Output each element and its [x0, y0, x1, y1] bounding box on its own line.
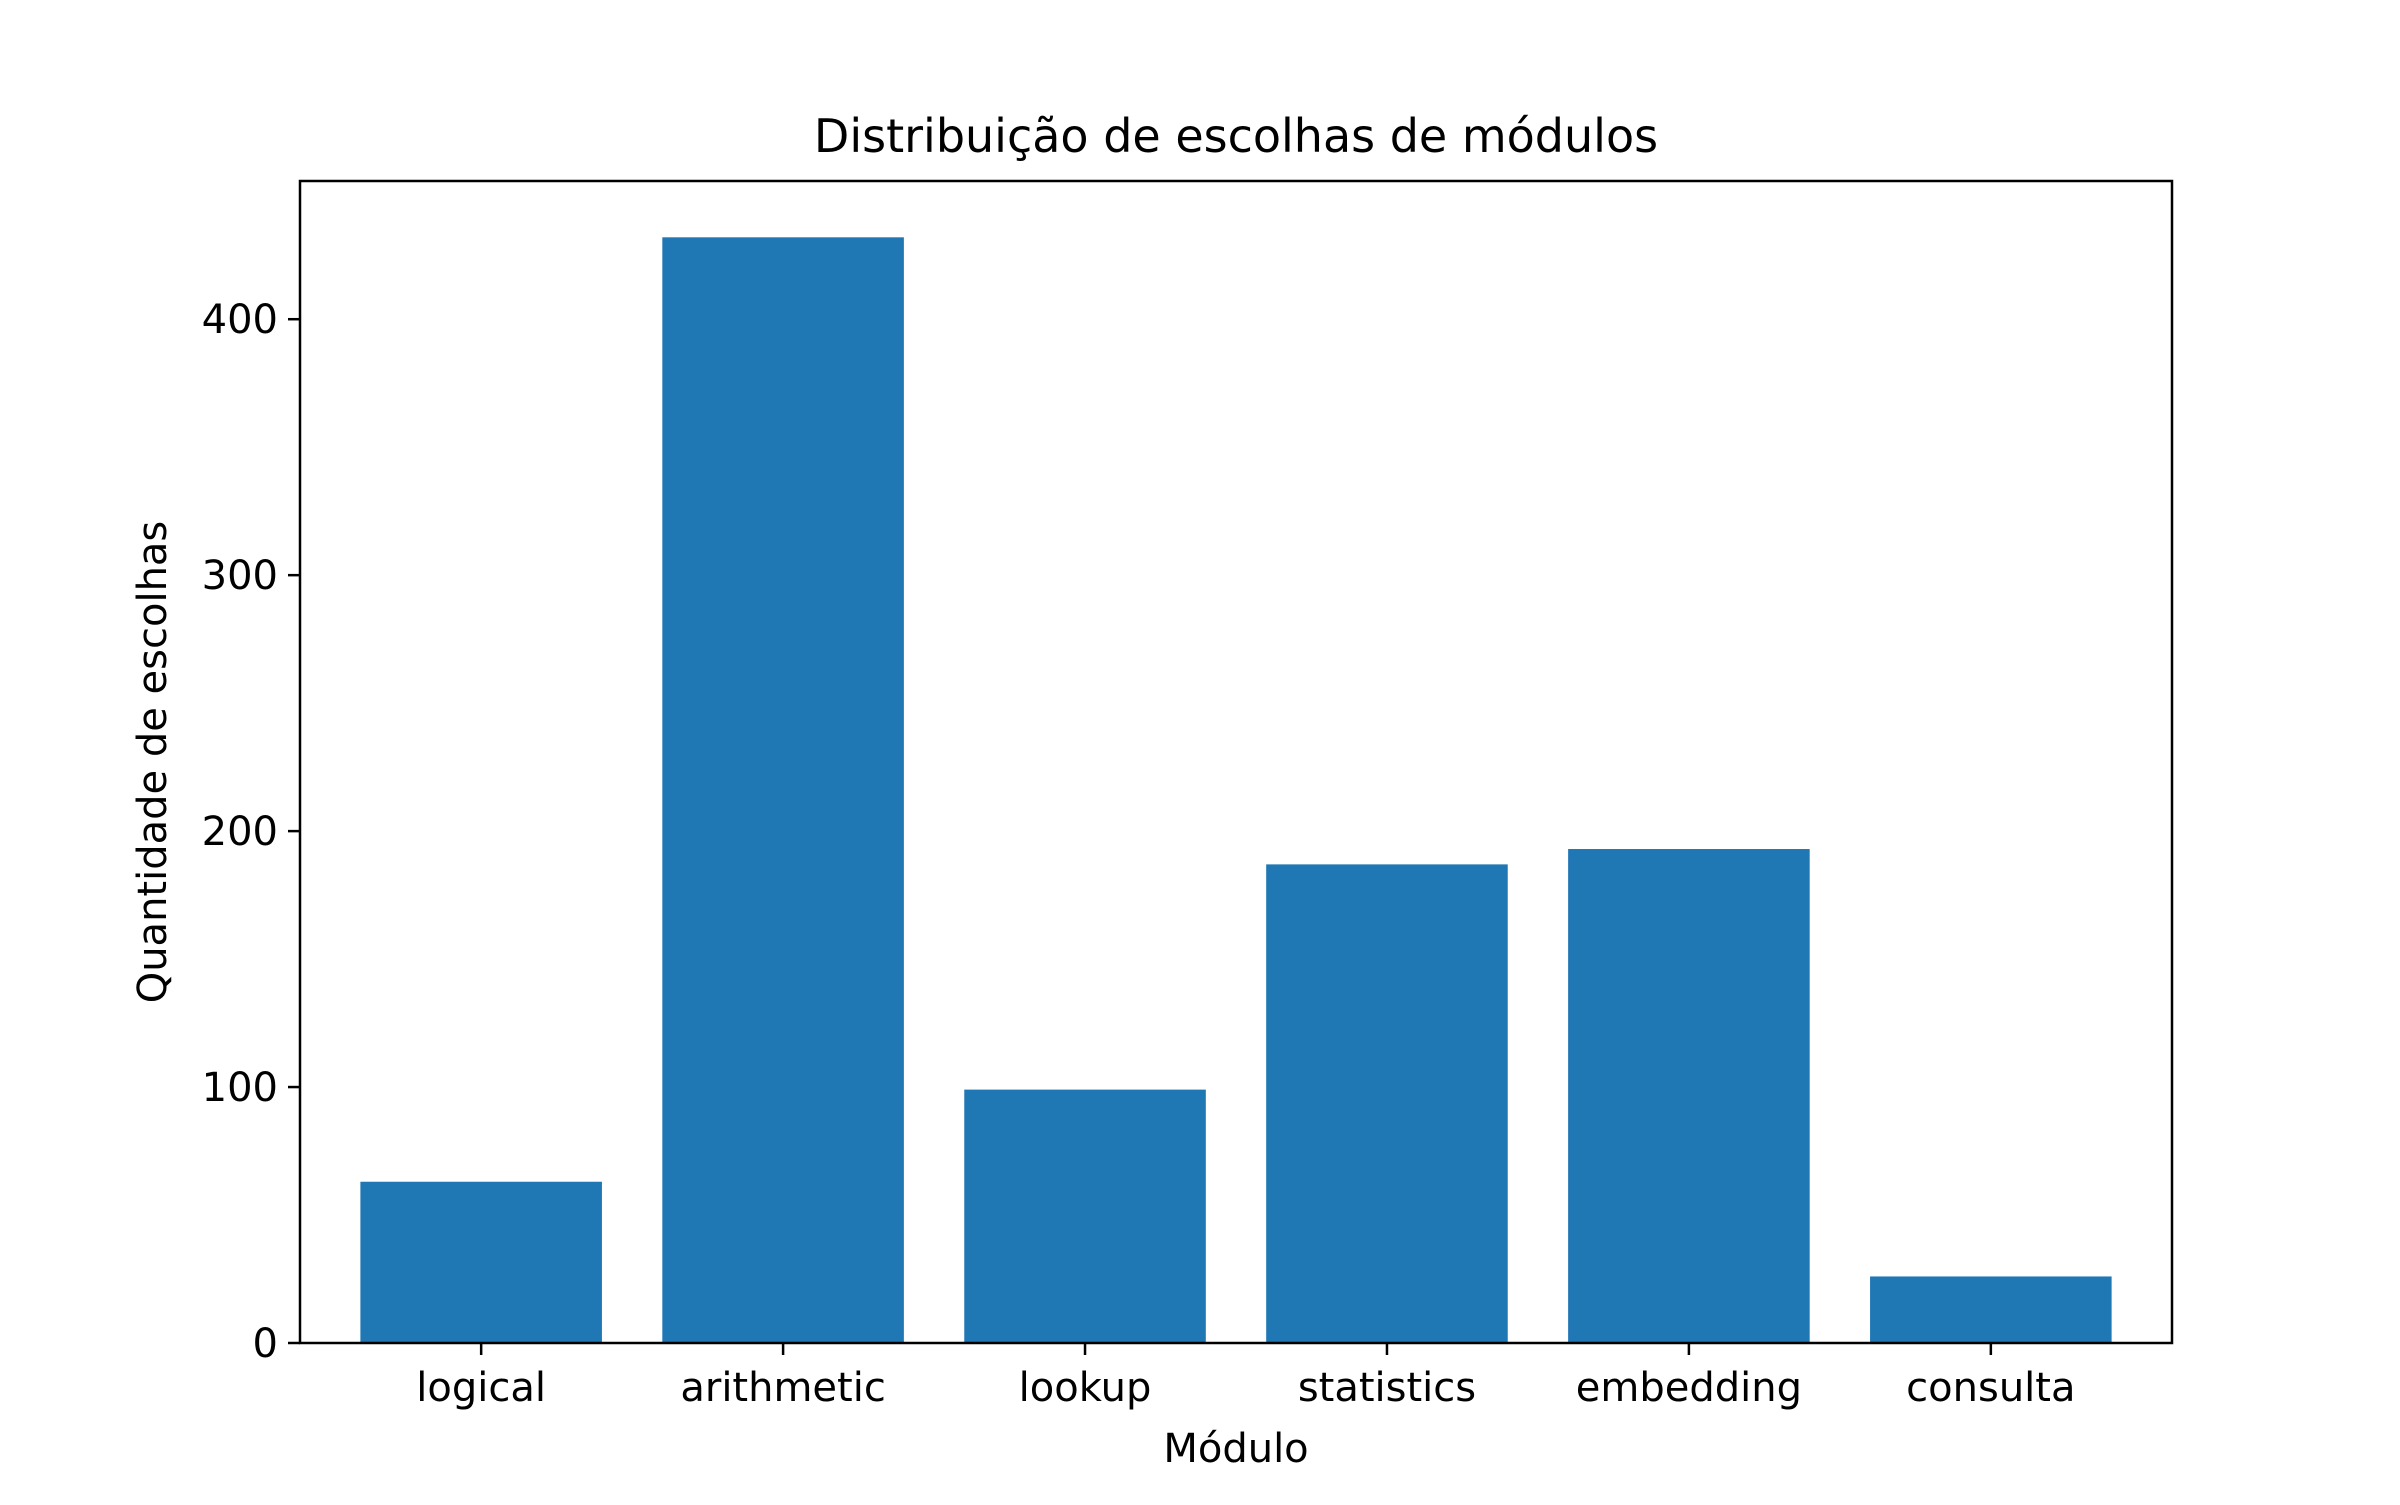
plot-frame [298, 179, 2174, 1345]
x-tick-label: logical [416, 1365, 546, 1411]
x-axis-ticks: logical arithmetic lookup statistics embeddi… [416, 1343, 2076, 1411]
bars-group [360, 237, 2112, 1343]
bar-lookup [964, 1089, 1206, 1343]
chart-title: Distribuição de escolhas de módulos [814, 109, 1658, 163]
y-tick-label: 300 [202, 553, 278, 599]
y-tick-label: 400 [202, 297, 278, 343]
x-tick-label: lookup [1019, 1365, 1152, 1411]
bar-logical [360, 1181, 602, 1343]
x-axis-label: Módulo [1163, 1426, 1308, 1472]
y-axis-label: Quantidade de escolhas [130, 521, 176, 1004]
bar-consulta [1870, 1276, 2112, 1343]
x-tick-label: embedding [1576, 1365, 1802, 1411]
bar-arithmetic [662, 237, 904, 1343]
y-tick-label: 0 [253, 1321, 278, 1367]
y-tick-label: 100 [202, 1065, 278, 1111]
y-axis-ticks: 0 100 200 300 400 [202, 297, 300, 1367]
bar-embedding [1568, 849, 1810, 1343]
x-tick-label: arithmetic [680, 1365, 885, 1411]
y-tick-label: 200 [202, 809, 278, 855]
x-tick-label: consulta [1906, 1365, 2075, 1411]
bar-statistics [1266, 864, 1508, 1343]
x-tick-label: statistics [1298, 1365, 1476, 1411]
